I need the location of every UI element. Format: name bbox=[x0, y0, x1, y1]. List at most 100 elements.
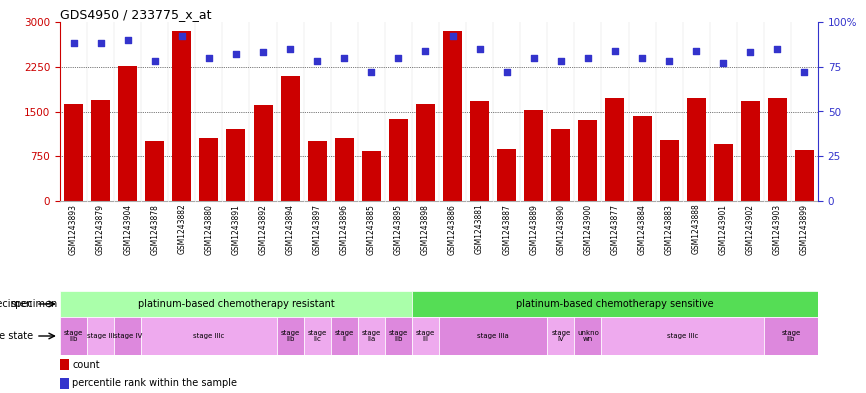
Text: GSM1243881: GSM1243881 bbox=[475, 204, 484, 254]
Text: unkno
wn: unkno wn bbox=[577, 330, 598, 342]
Text: stage
IV: stage IV bbox=[551, 330, 571, 342]
Text: GSM1243894: GSM1243894 bbox=[286, 204, 294, 255]
Point bbox=[256, 49, 270, 55]
Text: GSM1243897: GSM1243897 bbox=[313, 204, 321, 255]
Text: percentile rank within the sample: percentile rank within the sample bbox=[72, 378, 237, 389]
Bar bbox=[740, 101, 759, 201]
Bar bbox=[443, 31, 462, 201]
Text: stage
IIa: stage IIa bbox=[362, 330, 381, 342]
Bar bbox=[60, 317, 87, 355]
Text: stage
IIc: stage IIc bbox=[307, 330, 326, 342]
Point bbox=[771, 46, 785, 52]
Text: GSM1243898: GSM1243898 bbox=[421, 204, 430, 255]
Bar bbox=[199, 138, 218, 201]
Text: GSM1243896: GSM1243896 bbox=[339, 204, 349, 255]
Text: GSM1243884: GSM1243884 bbox=[637, 204, 647, 255]
Bar bbox=[605, 98, 624, 201]
Bar bbox=[87, 317, 114, 355]
Text: count: count bbox=[72, 360, 100, 369]
Bar bbox=[416, 104, 435, 201]
Bar bbox=[145, 141, 165, 201]
Bar bbox=[141, 317, 276, 355]
Text: stage IIIc: stage IIIc bbox=[193, 333, 224, 339]
Bar bbox=[439, 317, 547, 355]
Bar bbox=[227, 129, 245, 201]
Point bbox=[202, 55, 216, 61]
Point bbox=[689, 48, 703, 54]
Text: GSM1243904: GSM1243904 bbox=[123, 204, 132, 255]
Bar bbox=[254, 105, 273, 201]
Bar bbox=[632, 116, 651, 201]
Text: GSM1243885: GSM1243885 bbox=[367, 204, 376, 255]
Bar bbox=[389, 119, 408, 201]
Point bbox=[500, 69, 514, 75]
Text: stage
IIb: stage IIb bbox=[389, 330, 408, 342]
Point bbox=[581, 55, 595, 61]
Bar bbox=[412, 291, 818, 317]
Bar bbox=[114, 317, 141, 355]
Text: platinum-based chemotherapy sensitive: platinum-based chemotherapy sensitive bbox=[516, 299, 714, 309]
Text: stage IIIc: stage IIIc bbox=[667, 333, 698, 339]
Bar bbox=[385, 317, 412, 355]
Point bbox=[662, 58, 676, 64]
Text: GDS4950 / 233775_x_at: GDS4950 / 233775_x_at bbox=[60, 8, 211, 21]
Bar bbox=[687, 98, 706, 201]
Text: stage
IIb: stage IIb bbox=[281, 330, 300, 342]
Text: stage
II: stage II bbox=[334, 330, 354, 342]
Point bbox=[446, 33, 460, 39]
Text: GSM1243901: GSM1243901 bbox=[719, 204, 727, 255]
Point bbox=[635, 55, 649, 61]
Text: specimen: specimen bbox=[10, 299, 58, 309]
Point bbox=[716, 60, 730, 66]
Bar bbox=[281, 76, 300, 201]
Bar bbox=[276, 317, 304, 355]
Text: GSM1243886: GSM1243886 bbox=[448, 204, 457, 255]
Point bbox=[391, 55, 405, 61]
Text: GSM1243895: GSM1243895 bbox=[394, 204, 403, 255]
Bar bbox=[497, 149, 516, 201]
Point bbox=[229, 51, 242, 57]
Bar bbox=[60, 359, 69, 370]
Bar bbox=[118, 66, 137, 201]
Bar bbox=[358, 317, 385, 355]
Bar bbox=[714, 144, 733, 201]
Bar bbox=[60, 291, 412, 317]
Bar bbox=[91, 99, 110, 201]
Point bbox=[338, 55, 352, 61]
Bar bbox=[335, 138, 353, 201]
Text: GSM1243902: GSM1243902 bbox=[746, 204, 755, 255]
Point bbox=[798, 69, 811, 75]
Text: disease state: disease state bbox=[0, 331, 33, 341]
Text: GSM1243903: GSM1243903 bbox=[772, 204, 782, 255]
Bar bbox=[768, 98, 787, 201]
Point bbox=[283, 46, 297, 52]
Text: stage
IIb: stage IIb bbox=[781, 330, 800, 342]
Text: GSM1243893: GSM1243893 bbox=[69, 204, 78, 255]
Bar bbox=[547, 317, 574, 355]
Point bbox=[527, 55, 540, 61]
Point bbox=[310, 58, 324, 64]
Bar bbox=[601, 317, 764, 355]
Bar bbox=[552, 129, 571, 201]
Bar bbox=[470, 101, 489, 201]
Point bbox=[175, 33, 189, 39]
Bar bbox=[574, 317, 601, 355]
Bar bbox=[578, 120, 598, 201]
Text: GSM1243890: GSM1243890 bbox=[556, 204, 565, 255]
Text: stage IIIa: stage IIIa bbox=[477, 333, 509, 339]
Bar bbox=[64, 104, 83, 201]
Text: GSM1243889: GSM1243889 bbox=[529, 204, 539, 255]
Bar bbox=[172, 31, 191, 201]
Text: GSM1243882: GSM1243882 bbox=[178, 204, 186, 254]
Point bbox=[120, 37, 134, 43]
Point bbox=[67, 40, 81, 47]
Bar bbox=[304, 317, 331, 355]
Point bbox=[148, 58, 162, 64]
Bar bbox=[307, 141, 326, 201]
Bar bbox=[524, 110, 543, 201]
Text: GSM1243878: GSM1243878 bbox=[150, 204, 159, 255]
Text: GSM1243883: GSM1243883 bbox=[664, 204, 674, 255]
Text: GSM1243891: GSM1243891 bbox=[231, 204, 241, 255]
Bar bbox=[60, 378, 69, 389]
Text: GSM1243887: GSM1243887 bbox=[502, 204, 511, 255]
